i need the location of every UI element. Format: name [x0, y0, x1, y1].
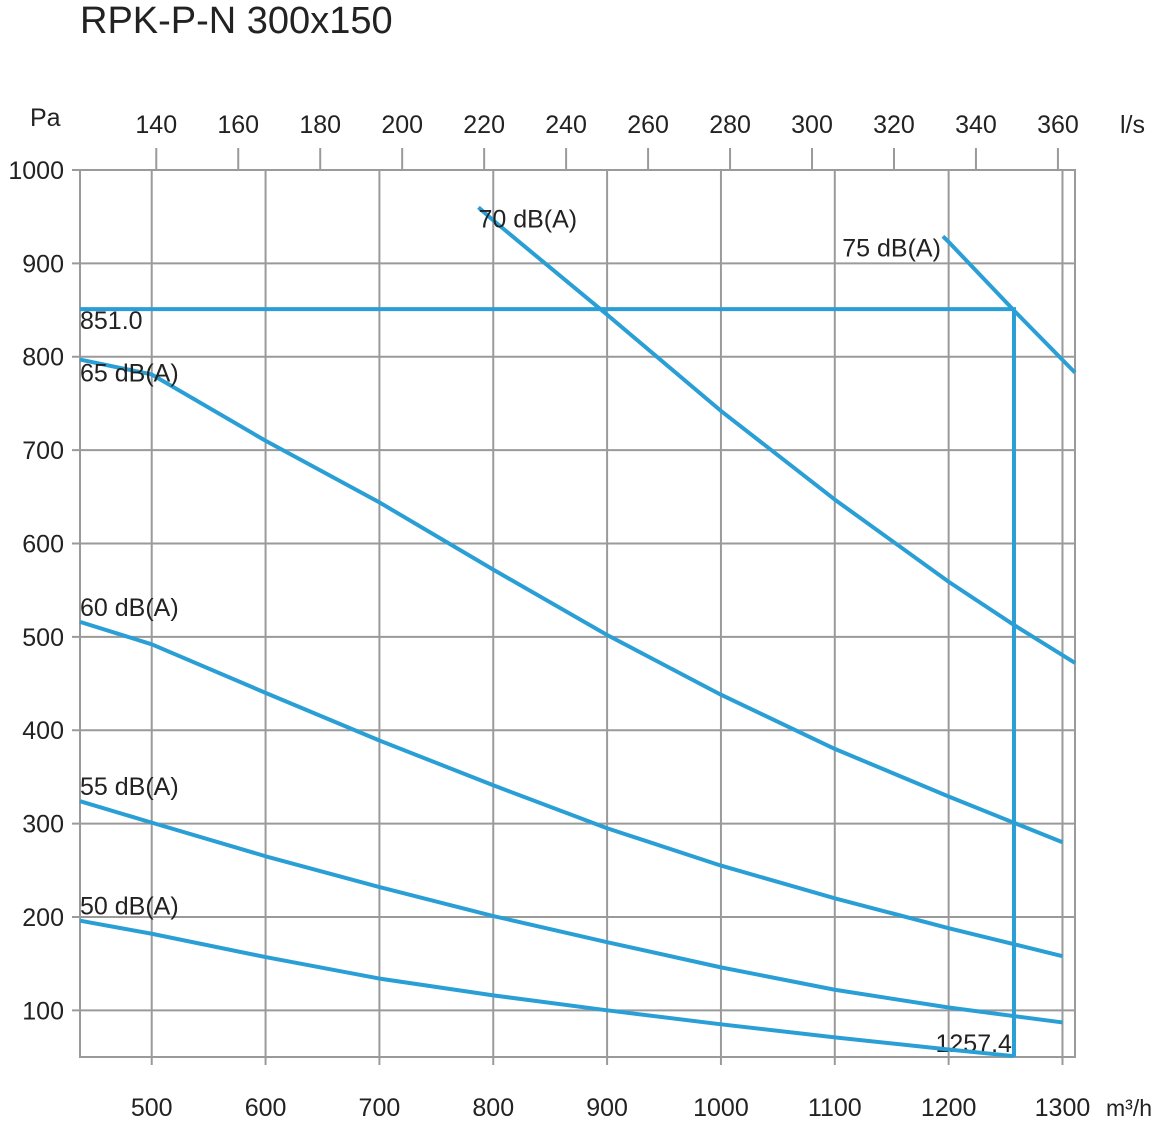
x2-tick-label: 180 [299, 111, 341, 139]
y-tick-label: 600 [22, 530, 64, 558]
operating-point-y-label: 851.0 [80, 307, 143, 335]
series-label: 75 dB(A) [842, 234, 941, 262]
series-label: 70 dB(A) [478, 205, 577, 233]
x-tick-label: 1300 [1035, 1094, 1091, 1122]
series-label: 55 dB(A) [80, 773, 179, 801]
y-tick-label: 900 [22, 250, 64, 278]
y-tick-label: 700 [22, 437, 64, 465]
operating-point-lines [80, 307, 1016, 1057]
x-tick-label: 1000 [693, 1094, 749, 1122]
x-axis-label: m³/h [1106, 1095, 1152, 1121]
y-tick-label: 100 [22, 997, 64, 1025]
x-tick-label: 1200 [921, 1094, 977, 1122]
x-tick-label: 600 [245, 1094, 287, 1122]
y-axis-label: Pa [30, 104, 61, 132]
series-label: 60 dB(A) [80, 594, 179, 622]
chart-title: RPK-P-N 300x150 [80, 0, 393, 42]
x-tick-label: 1100 [808, 1094, 862, 1122]
plot-frame [79, 169, 1076, 1058]
series-line-50db [79, 918, 1014, 1059]
x2-tick-label: 240 [545, 111, 587, 139]
x2-tick-label: 300 [791, 111, 833, 139]
series-line-70db [477, 205, 1077, 665]
series-line-55db [79, 799, 1063, 1025]
x2-tick-label: 160 [217, 111, 259, 139]
x-tick-label: 800 [472, 1094, 514, 1122]
y-tick-label: 400 [22, 717, 64, 745]
x2-tick-label: 320 [873, 111, 915, 139]
y-tick-label: 800 [22, 344, 64, 372]
x2-tick-label: 200 [381, 111, 423, 139]
series-label: 50 dB(A) [80, 893, 179, 921]
series-line-65db [79, 357, 1064, 845]
x2-tick-label: 360 [1037, 111, 1079, 139]
x2-tick-label: 220 [463, 111, 505, 139]
series-line-75db [941, 234, 1077, 375]
x2-axis-label: l/s [1120, 111, 1145, 139]
x2-tick-label: 140 [135, 111, 177, 139]
y-tick-label: 300 [22, 811, 64, 839]
x2-tick-label: 260 [627, 111, 669, 139]
y-tick-label: 500 [22, 624, 64, 652]
x2-tick-label: 280 [709, 111, 751, 139]
x-tick-label: 700 [359, 1094, 401, 1122]
x-tick-label: 900 [586, 1094, 628, 1122]
y-tick-label: 200 [22, 904, 64, 932]
series-label: 65 dB(A) [80, 360, 179, 388]
series-line-60db [79, 619, 1063, 959]
x2-tick-label: 340 [955, 111, 997, 139]
y-tick-label: 1000 [8, 157, 64, 185]
x-tick-label: 500 [131, 1094, 173, 1122]
